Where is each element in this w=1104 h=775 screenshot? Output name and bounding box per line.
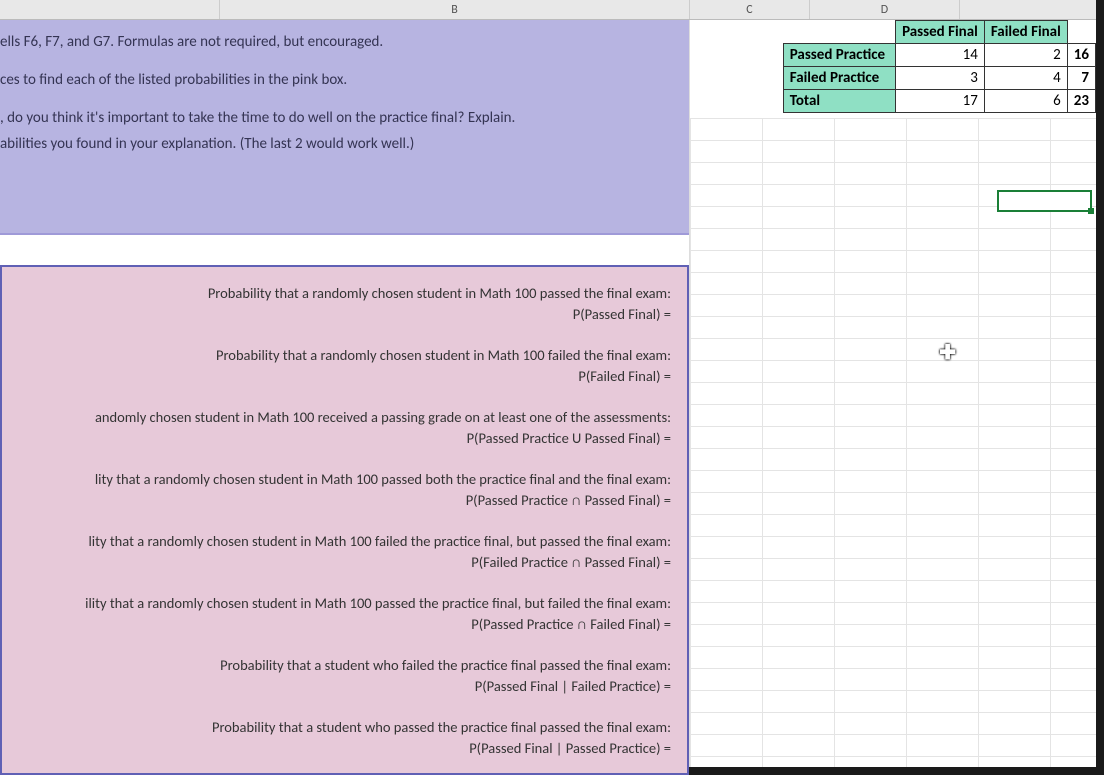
prob-formula: P(Passed Practice U Passed Final) = bbox=[2, 428, 671, 449]
prob-item[interactable]: lity that a randomly chosen student in M… bbox=[2, 525, 677, 587]
prob-question: Probability that a student who failed th… bbox=[2, 655, 671, 676]
prob-item[interactable]: Probability that a student who failed th… bbox=[2, 649, 677, 711]
instructions-box: ells F6, F7, and G7. Formulas are not re… bbox=[0, 20, 689, 235]
contingency-table: Passed Final Failed Final Passed Practic… bbox=[783, 20, 1096, 113]
left-column: ells F6, F7, and G7. Formulas are not re… bbox=[0, 20, 690, 767]
prob-formula: P(Passed Practice ∩ Passed Final) = bbox=[2, 490, 671, 511]
instruction-line: abilities you found in your explanation.… bbox=[0, 132, 677, 156]
row-label[interactable]: Total bbox=[783, 90, 895, 113]
col-header-b[interactable]: B bbox=[220, 0, 690, 19]
row-sum[interactable]: 16 bbox=[1067, 44, 1095, 67]
table-row: Passed Final Failed Final bbox=[783, 21, 1095, 44]
table-row: Passed Practice 14 2 16 bbox=[783, 44, 1095, 67]
prob-question: Probability that a randomly chosen stude… bbox=[2, 345, 671, 366]
cell[interactable]: 4 bbox=[984, 67, 1067, 90]
prob-item[interactable]: Probability that a randomly chosen stude… bbox=[2, 277, 677, 339]
prob-question: lity that a randomly chosen student in M… bbox=[2, 469, 671, 490]
right-column: Passed Final Failed Final Passed Practic… bbox=[690, 20, 1096, 767]
table-row: Total 17 6 23 bbox=[783, 90, 1095, 113]
prob-question: andomly chosen student in Math 100 recei… bbox=[2, 407, 671, 428]
prob-question: Probability that a randomly chosen stude… bbox=[2, 283, 671, 304]
probability-box: Probability that a randomly chosen stude… bbox=[0, 265, 689, 775]
prob-item[interactable]: Probability that a randomly chosen stude… bbox=[2, 339, 677, 401]
col-header-failed-final[interactable]: Failed Final bbox=[984, 21, 1067, 44]
col-header-d[interactable]: D bbox=[810, 0, 960, 19]
active-cell-selection[interactable] bbox=[997, 190, 1092, 212]
prob-question: ility that a randomly chosen student in … bbox=[2, 593, 671, 614]
instruction-line: ells F6, F7, and G7. Formulas are not re… bbox=[0, 30, 677, 54]
prob-formula: P(Passed Practice ∩ Failed Final) = bbox=[2, 614, 671, 635]
cell-cursor-icon: ✚ bbox=[939, 340, 956, 365]
prob-item[interactable]: andomly chosen student in Math 100 recei… bbox=[2, 401, 677, 463]
column-headers: B C D bbox=[0, 0, 1096, 20]
prob-formula: P(Failed Final) = bbox=[2, 366, 671, 387]
table-row: Failed Practice 3 4 7 bbox=[783, 67, 1095, 90]
instruction-line: ces to find each of the listed probabili… bbox=[0, 68, 677, 92]
prob-item[interactable]: ility that a randomly chosen student in … bbox=[2, 587, 677, 649]
cell[interactable]: 17 bbox=[896, 90, 985, 113]
prob-item[interactable]: Probability that a student who passed th… bbox=[2, 711, 677, 763]
row-sum[interactable]: 23 bbox=[1067, 90, 1095, 113]
col-header-c[interactable]: C bbox=[690, 0, 810, 19]
prob-question: Probability that a student who passed th… bbox=[2, 717, 671, 738]
col-header-passed-final[interactable]: Passed Final bbox=[896, 21, 985, 44]
cell[interactable]: 6 bbox=[984, 90, 1067, 113]
cell[interactable]: 14 bbox=[896, 44, 985, 67]
main-area: ells F6, F7, and G7. Formulas are not re… bbox=[0, 20, 1096, 767]
instruction-line: , do you think it's important to take th… bbox=[0, 106, 677, 130]
row-sum[interactable]: 7 bbox=[1067, 67, 1095, 90]
prob-question: lity that a randomly chosen student in M… bbox=[2, 531, 671, 552]
cell[interactable]: 2 bbox=[984, 44, 1067, 67]
prob-formula: P(Passed Final) = bbox=[2, 304, 671, 325]
prob-formula: P(Failed Practice ∩ Passed Final) = bbox=[2, 552, 671, 573]
prob-formula: P(Passed Final | Failed Practice) = bbox=[2, 676, 671, 697]
cell[interactable]: 3 bbox=[896, 67, 985, 90]
prob-formula: P(Passed Final | Passed Practice) = bbox=[2, 738, 671, 759]
cell-grid[interactable] bbox=[690, 118, 1096, 767]
col-header-spacer bbox=[0, 0, 220, 19]
worksheet: B C D ells F6, F7, and G7. Formulas are … bbox=[0, 0, 1104, 775]
row-label[interactable]: Failed Practice bbox=[783, 67, 895, 90]
row-label[interactable]: Passed Practice bbox=[783, 44, 895, 67]
prob-item[interactable]: lity that a randomly chosen student in M… bbox=[2, 463, 677, 525]
